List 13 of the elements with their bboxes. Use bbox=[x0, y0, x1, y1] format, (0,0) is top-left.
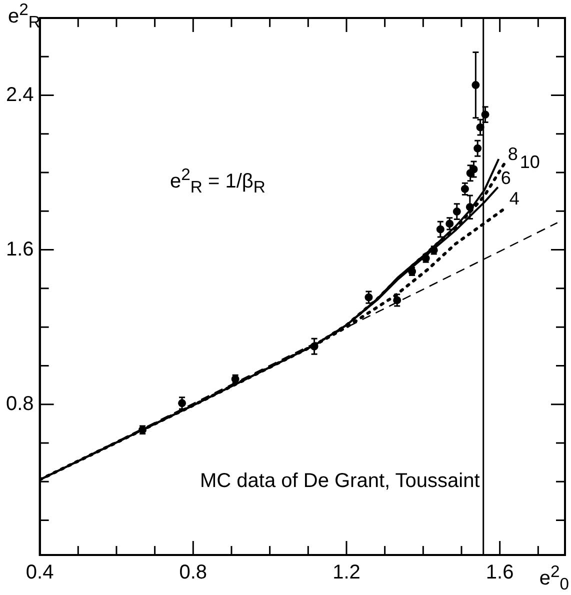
series-label: 8 bbox=[508, 144, 518, 164]
series-label: 6 bbox=[500, 168, 511, 188]
y-tick-label: 0.8 bbox=[6, 392, 34, 415]
legend-label: 10 bbox=[520, 152, 540, 172]
y-tick-label: 1.6 bbox=[6, 238, 34, 260]
x-tick-label: 0.8 bbox=[179, 562, 208, 584]
annotation: MC data of De Grant, Toussaint bbox=[200, 470, 480, 493]
x-tick-label: 0.4 bbox=[26, 562, 54, 584]
annotation: e$^{2}$$_{R}$ = 1/β$_{R}$ bbox=[170, 165, 266, 198]
series-label: 4 bbox=[509, 188, 520, 208]
y-tick-label: 2.4 bbox=[6, 84, 34, 106]
x-tick-label: 1.6 bbox=[486, 562, 514, 584]
x-tick-label: 1.2 bbox=[332, 562, 360, 584]
